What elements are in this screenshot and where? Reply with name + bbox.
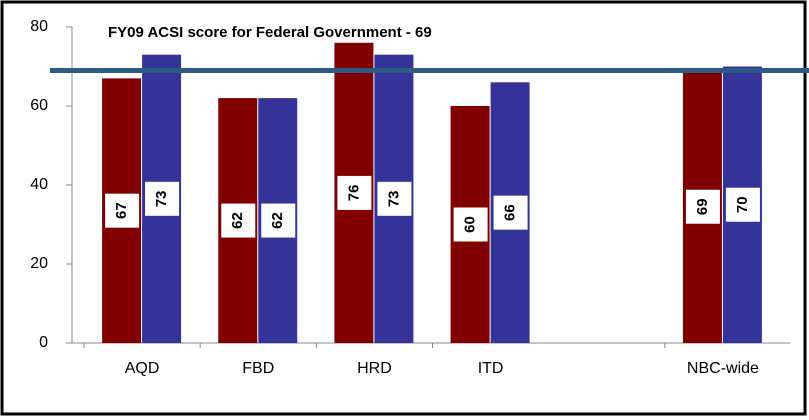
x-tick-label: ITD	[478, 360, 504, 377]
x-tick-label: HRD	[357, 360, 392, 377]
value-label-box	[377, 181, 412, 216]
value-label: 69	[694, 198, 711, 215]
x-tick-label: NBC-wide	[687, 360, 759, 377]
value-label: 67	[113, 202, 130, 219]
value-label-box	[725, 187, 760, 222]
value-label-box	[221, 203, 256, 238]
value-label-box	[685, 189, 720, 224]
value-label-box	[145, 181, 180, 216]
x-tick-label: FBD	[242, 360, 274, 377]
value-label: 70	[734, 196, 751, 213]
value-label: 73	[385, 190, 402, 207]
y-tick-label: 0	[39, 334, 48, 351]
annotation: FY09 ACSI score for Federal Government -…	[108, 24, 432, 41]
y-tick-label: 40	[30, 176, 48, 193]
y-tick-label: 80	[30, 18, 48, 35]
value-label-box	[453, 207, 488, 242]
value-label: 62	[229, 212, 246, 229]
y-tick-label: 20	[30, 255, 48, 272]
value-label-box	[105, 193, 140, 228]
value-label: 60	[462, 216, 479, 233]
value-label-box	[493, 195, 528, 230]
value-label: 62	[269, 212, 286, 229]
value-label-box	[337, 175, 372, 210]
value-label-box	[261, 203, 296, 238]
value-label: 66	[502, 204, 519, 221]
x-tick-label: AQD	[125, 360, 160, 377]
value-label: 73	[153, 190, 170, 207]
y-tick-label: 60	[30, 97, 48, 114]
value-label: 76	[345, 185, 362, 202]
